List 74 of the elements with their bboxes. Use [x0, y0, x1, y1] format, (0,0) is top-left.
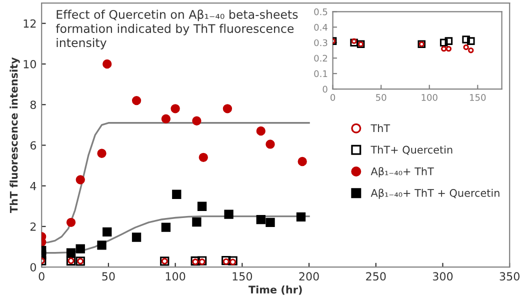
x-tick-label: 300 [432, 272, 453, 281]
point [230, 258, 236, 266]
point [197, 256, 207, 266]
y-tick-label: 8 [30, 100, 36, 109]
point [298, 156, 307, 166]
point [440, 38, 448, 46]
point [463, 44, 469, 50]
point [76, 175, 85, 184]
point [172, 190, 182, 199]
y-tick-label: 0 [30, 263, 36, 272]
y-tick-label: 0.1 [314, 70, 328, 78]
point [296, 212, 306, 222]
point [256, 126, 266, 136]
x-tick-label: 100 [422, 94, 438, 101]
x-tick-label: 50 [102, 272, 115, 281]
x-axis-title: Time (hr) [248, 285, 302, 295]
point [170, 104, 180, 114]
point [350, 38, 358, 46]
point [228, 256, 238, 266]
x-tick-label: 50 [376, 94, 386, 101]
point [66, 218, 76, 227]
text: Effect of Quercetin on Aβ₁₋₄₀ beta-sheets formation indicated by ThT fluorescence intensity [56, 10, 298, 50]
point [97, 148, 106, 158]
point [132, 96, 142, 106]
legend-label: ThT+ Quercetin [370, 146, 452, 155]
point [76, 244, 85, 254]
point [266, 218, 275, 227]
y-tick-label: 4 [30, 182, 36, 190]
point [467, 37, 475, 45]
point [197, 202, 207, 211]
point [192, 258, 199, 266]
point [161, 222, 171, 232]
point [462, 36, 470, 44]
x-tick-label: 200 [299, 272, 319, 281]
x-tick-label: 150 [470, 94, 486, 101]
legend-label: Aβ₁₋₄₀+ ThT + Quercetin [370, 188, 500, 199]
point [66, 248, 76, 258]
point [468, 48, 474, 54]
point [198, 152, 208, 162]
y-tick-label: 0.2 [314, 54, 328, 62]
x-tick-label: 350 [500, 272, 520, 281]
point [256, 214, 266, 224]
point [446, 46, 452, 52]
point [192, 217, 202, 227]
legend-label: ThT [370, 124, 390, 132]
y-tick-label: 0.3 [314, 39, 328, 46]
y-tick-label: 6 [30, 141, 36, 150]
point [102, 59, 112, 69]
point [222, 104, 232, 114]
y-tick-label: 12 [24, 19, 36, 28]
point [224, 210, 234, 219]
y-tick-label: 2 [30, 222, 36, 231]
point [351, 38, 357, 44]
point [161, 114, 171, 124]
point [132, 232, 142, 242]
point [444, 37, 453, 45]
y-tick-label: 0.4 [314, 24, 328, 31]
x-tick-label: 150 [232, 272, 252, 281]
y-tick-label: 10 [24, 60, 36, 68]
point [192, 116, 202, 126]
legend-label: Aβ₁₋₄₀+ ThT [370, 167, 434, 178]
y-tick-label: 0.5 [314, 8, 328, 16]
point [266, 140, 275, 149]
x-tick-label: 0 [38, 272, 44, 281]
x-tick-label: 0 [330, 94, 336, 101]
y-axis-title: ThT fluorescence intensity [10, 57, 20, 213]
x-tick-label: 100 [166, 272, 186, 281]
point [190, 256, 200, 266]
point [97, 240, 106, 250]
point [441, 46, 447, 52]
point [198, 258, 206, 266]
point [102, 227, 112, 237]
x-tick-label: 250 [366, 272, 386, 281]
y-tick-label: 0 [322, 86, 328, 93]
